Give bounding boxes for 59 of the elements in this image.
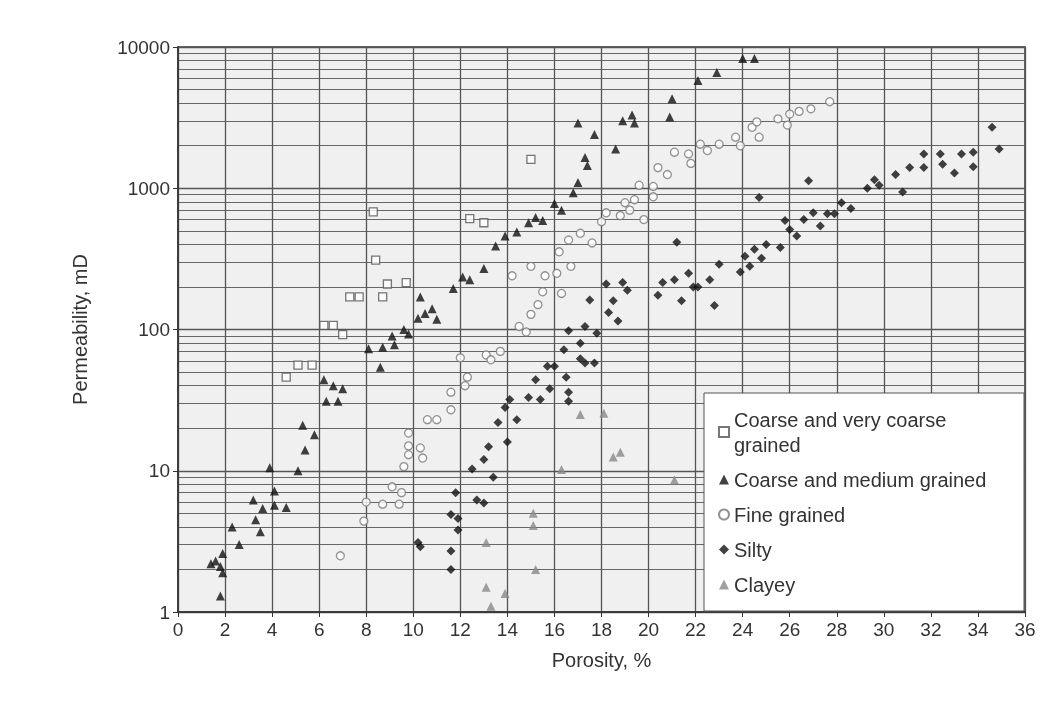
x-tick-label: 18 xyxy=(590,619,613,640)
x-tick-label: 34 xyxy=(967,619,989,640)
point xyxy=(486,601,496,611)
point xyxy=(307,360,317,370)
point xyxy=(531,564,541,574)
x-tick-label: 6 xyxy=(313,619,325,640)
point xyxy=(575,410,585,420)
point xyxy=(479,218,489,228)
x-tick-label: 4 xyxy=(266,619,278,640)
point xyxy=(669,475,679,485)
point xyxy=(328,320,338,330)
x-tick-label: 20 xyxy=(637,619,660,640)
point xyxy=(401,277,411,288)
legend-label: Fine grained xyxy=(734,503,846,526)
point xyxy=(338,329,348,340)
y-axis-title: Permeability, mD xyxy=(69,254,91,405)
x-tick-label: 12 xyxy=(449,619,471,640)
legend-label: Coarse and very coarse grained xyxy=(734,408,952,456)
y-tick-label: 100 xyxy=(138,319,170,340)
y-tick-label: 1 xyxy=(159,601,170,623)
point xyxy=(481,582,491,592)
x-tick-label: 32 xyxy=(920,619,942,640)
x-tick-label: 26 xyxy=(779,619,801,640)
point xyxy=(319,320,329,330)
y-tick-label: 1000 xyxy=(127,177,170,199)
x-tick-label: 22 xyxy=(685,619,707,640)
x-tick-label: 8 xyxy=(360,619,372,640)
x-axis-title: Porosity, % xyxy=(551,649,652,671)
point xyxy=(500,589,510,599)
legend-label: Clayey xyxy=(734,573,796,596)
x-tick-label: 28 xyxy=(826,619,848,640)
x-tick-label: 30 xyxy=(873,619,895,640)
point xyxy=(528,508,538,518)
x-tick-label: 16 xyxy=(543,619,566,640)
point xyxy=(599,408,609,418)
point xyxy=(293,360,303,370)
point xyxy=(281,372,291,382)
point xyxy=(526,154,536,165)
x-tick-label: 14 xyxy=(496,619,519,640)
y-tick-label: 10000 xyxy=(117,36,170,58)
x-tick-label: 36 xyxy=(1014,619,1036,640)
point xyxy=(368,207,378,217)
point xyxy=(465,213,475,224)
point xyxy=(345,292,355,302)
point xyxy=(378,292,388,302)
point xyxy=(370,255,381,265)
y-tick-label: 10 xyxy=(148,460,170,482)
x-tick-label: 10 xyxy=(402,619,424,640)
legend-label: Coarse and medium grained xyxy=(734,468,987,491)
x-tick-label: 24 xyxy=(732,619,754,640)
point xyxy=(354,292,364,302)
x-tick-label: 2 xyxy=(219,619,231,640)
point xyxy=(608,452,618,462)
point xyxy=(382,279,393,289)
point xyxy=(557,465,566,475)
point xyxy=(528,520,538,530)
legend-label: Silty xyxy=(734,538,772,561)
point xyxy=(615,447,625,457)
x-tick-label: 0 xyxy=(172,619,184,640)
